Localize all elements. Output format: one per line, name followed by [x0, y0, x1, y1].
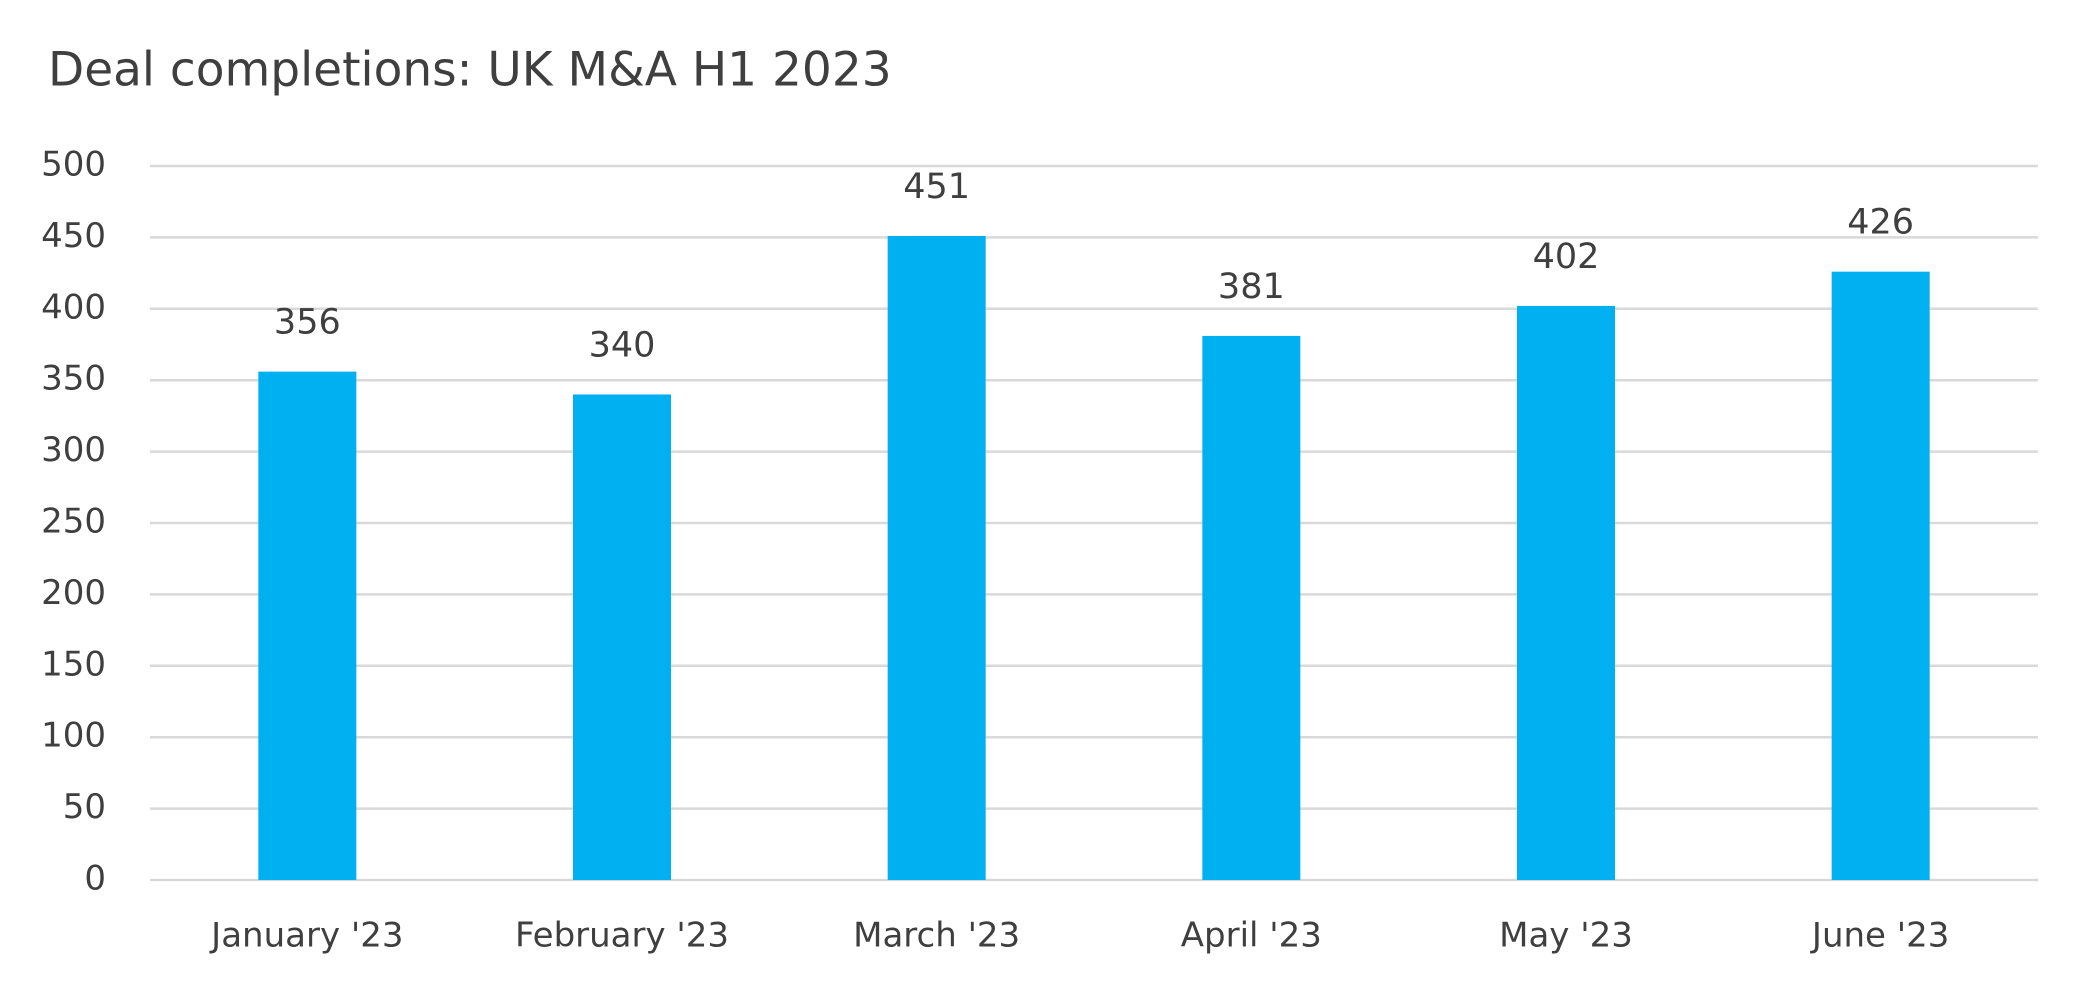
- y-tick-label: 300: [41, 430, 106, 470]
- y-tick-label: 150: [41, 644, 106, 684]
- data-label: 381: [1218, 267, 1285, 307]
- x-tick-label: June '23: [1810, 916, 1949, 956]
- x-tick-label: January '23: [209, 916, 403, 956]
- data-label: 426: [1847, 203, 1914, 243]
- bar: [258, 371, 357, 880]
- bar: [887, 235, 986, 881]
- chart-title: Deal completions: UK M&A H1 2023: [48, 43, 892, 98]
- y-tick-label: 50: [63, 787, 106, 827]
- data-label: 340: [589, 325, 656, 365]
- x-tick-label: April '23: [1181, 916, 1322, 956]
- y-tick-label: 450: [41, 216, 106, 256]
- bar: [1831, 271, 1930, 880]
- bar: [1202, 335, 1301, 880]
- x-tick-label: February '23: [515, 916, 729, 956]
- y-tick-label: 0: [84, 859, 106, 899]
- data-label: 451: [903, 167, 970, 207]
- data-label: 356: [274, 303, 341, 343]
- y-tick-label: 400: [41, 287, 106, 327]
- y-tick-label: 250: [41, 502, 106, 542]
- x-tick-label: March '23: [853, 916, 1020, 956]
- bar: [573, 394, 671, 880]
- bar: [1517, 305, 1615, 881]
- y-tick-label: 200: [41, 573, 106, 613]
- x-tick-label: May '23: [1499, 916, 1633, 956]
- y-tick-label: 500: [41, 145, 106, 185]
- y-tick-label: 350: [41, 359, 106, 399]
- data-label: 402: [1533, 237, 1600, 277]
- y-tick-label: 100: [41, 716, 106, 756]
